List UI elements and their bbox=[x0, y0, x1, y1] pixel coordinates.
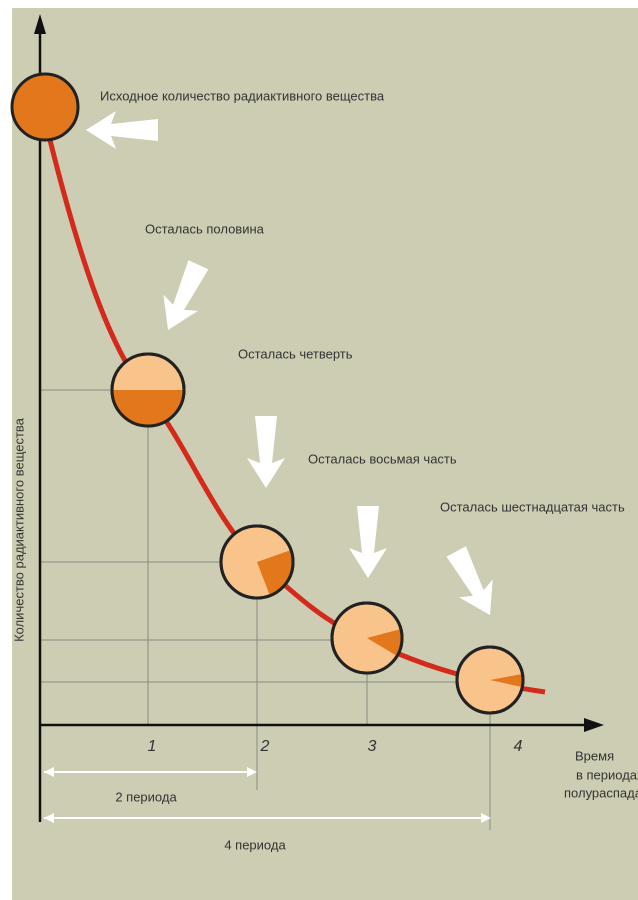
x-axis-arrow bbox=[584, 718, 604, 732]
stage-label: Осталась четверть bbox=[238, 346, 353, 361]
span-arrow-head bbox=[44, 813, 54, 823]
stage-label: Осталась половина bbox=[145, 221, 265, 236]
stage-label: Исходное количество радиактивного вещест… bbox=[100, 88, 385, 103]
x-tick-label: 1 bbox=[148, 738, 157, 755]
circle-fill bbox=[367, 629, 403, 656]
span-label: 4 периода bbox=[224, 837, 286, 852]
x-axis-label: в периодах bbox=[576, 767, 638, 782]
stage-label: Осталась восьмая часть bbox=[308, 451, 457, 466]
x-axis-label: Время bbox=[575, 748, 614, 763]
span-label: 2 периода bbox=[115, 789, 177, 804]
span-arrow-head bbox=[44, 767, 54, 777]
y-axis-label: Количество радиактивного вещества bbox=[11, 417, 26, 642]
circle-fill bbox=[112, 390, 184, 426]
x-tick-label: 2 bbox=[260, 738, 270, 755]
stage-circles bbox=[10, 72, 525, 715]
circle-full bbox=[10, 72, 80, 142]
circle-outline bbox=[455, 645, 525, 715]
circle-outline bbox=[219, 524, 295, 600]
x-tick-label: 3 bbox=[368, 738, 377, 755]
circle-outline bbox=[330, 601, 404, 675]
circle-fill bbox=[490, 674, 523, 687]
x-tick-label: 4 bbox=[514, 738, 523, 755]
background bbox=[12, 8, 638, 900]
circle-outline bbox=[110, 352, 186, 428]
x-axis-label: полураспада bbox=[564, 785, 638, 800]
stage-label: Осталась шестнадцатая часть bbox=[440, 499, 625, 514]
y-axis-arrow bbox=[34, 14, 46, 34]
